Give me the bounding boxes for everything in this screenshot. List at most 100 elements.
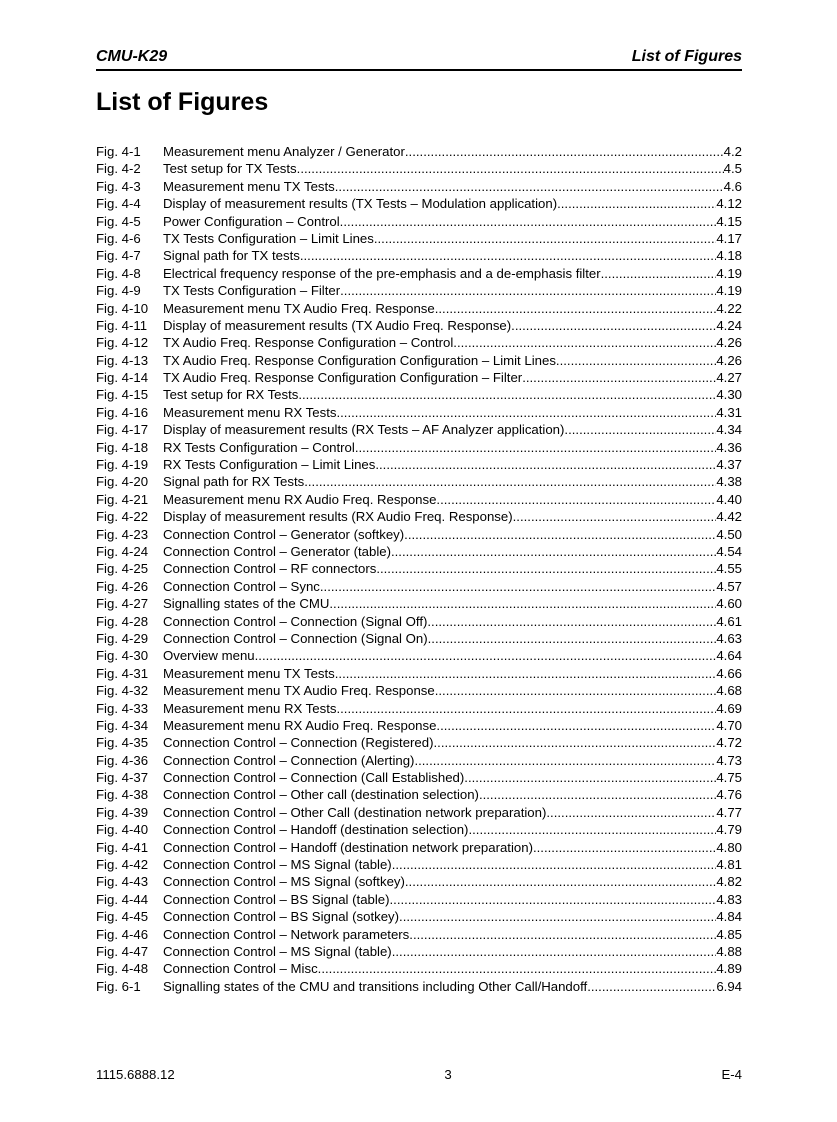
- figure-entry[interactable]: Fig. 4-24 Connection Control – Generator …: [96, 543, 742, 560]
- figure-number: Fig. 4-3: [96, 178, 141, 194]
- figure-number: Fig. 4-5: [96, 213, 141, 229]
- figure-entry[interactable]: Fig. 4-44 Connection Control – BS Signal …: [96, 891, 742, 908]
- figure-page: 4.60: [716, 596, 742, 612]
- figure-title: Connection Control – Generator (table): [163, 543, 391, 559]
- figure-page: 4.19: [716, 265, 742, 281]
- figure-entry[interactable]: Fig. 4-45 Connection Control – BS Signal …: [96, 908, 742, 925]
- figure-number: Fig. 4-18: [96, 439, 149, 455]
- figure-entry[interactable]: Fig. 4-7 Signal path for TX tests 4.18: [96, 247, 742, 264]
- figure-page: 4.66: [716, 665, 742, 681]
- figure-entry[interactable]: Fig. 4-46 Connection Control – Network pa…: [96, 926, 742, 943]
- figure-page: 6.94: [716, 978, 742, 994]
- figure-entry[interactable]: Fig. 4-4 Display of measurement results (…: [96, 195, 742, 212]
- figure-entry[interactable]: Fig. 6-1 Signalling states of the CMU and…: [96, 978, 742, 995]
- figure-entry[interactable]: Fig. 4-36 Connection Control – Connection…: [96, 752, 742, 769]
- figure-entry[interactable]: Fig. 4-20 Signal path for RX Tests 4.38: [96, 473, 742, 490]
- figure-entry[interactable]: Fig. 4-21 Measurement menu RX Audio Freq.…: [96, 491, 742, 508]
- figure-page: 4.82: [716, 874, 742, 890]
- figure-entry[interactable]: Fig. 4-14 TX Audio Freq. Response Configu…: [96, 369, 742, 386]
- figure-entry[interactable]: Fig. 4-25 Connection Control – RF connect…: [96, 560, 742, 577]
- figure-number: Fig. 4-37: [96, 770, 149, 786]
- dot-leader: [255, 647, 717, 664]
- figure-entry[interactable]: Fig. 4-12 TX Audio Freq. Response Configu…: [96, 334, 742, 351]
- figure-title: Measurement menu RX Tests: [163, 404, 337, 420]
- figure-entry[interactable]: Fig. 4-9 TX Tests Configuration – Filter 4…: [96, 282, 742, 299]
- figure-entry[interactable]: Fig. 4-5 Power Configuration – Control 4.1…: [96, 213, 742, 230]
- dot-leader: [392, 943, 717, 960]
- figure-title: Measurement menu RX Audio Freq. Response: [163, 717, 437, 733]
- figure-entry[interactable]: Fig. 4-43 Connection Control – MS Signal …: [96, 873, 742, 890]
- figure-entry[interactable]: Fig. 4-6 TX Tests Configuration – Limit L…: [96, 230, 742, 247]
- figure-entry[interactable]: Fig. 4-48 Connection Control – Misc 4.89: [96, 960, 742, 977]
- figure-entry[interactable]: Fig. 4-2 Test setup for TX Tests 4.5: [96, 160, 742, 177]
- figure-number: Fig. 4-29: [96, 630, 149, 646]
- figure-page: 4.76: [716, 787, 742, 803]
- figure-entry[interactable]: Fig. 4-34 Measurement menu RX Audio Freq.…: [96, 717, 742, 734]
- figure-entry[interactable]: Fig. 4-19 RX Tests Configuration – Limit …: [96, 456, 742, 473]
- figure-entry[interactable]: Fig. 4-29 Connection Control – Connection…: [96, 630, 742, 647]
- dot-leader: [336, 404, 716, 421]
- figure-title: Measurement menu RX Audio Freq. Response: [163, 491, 437, 507]
- figure-entry[interactable]: Fig. 4-33 Measurement menu RX Tests 4.69: [96, 700, 742, 717]
- figure-entry[interactable]: Fig. 4-17 Display of measurement results …: [96, 421, 742, 438]
- figure-entry[interactable]: Fig. 4-32 Measurement menu TX Audio Freq.…: [96, 682, 742, 699]
- figure-page: 4.77: [716, 804, 742, 820]
- figure-number: Fig. 4-39: [96, 804, 149, 820]
- figure-entry[interactable]: Fig. 4-28 Connection Control – Connection…: [96, 613, 742, 630]
- figure-title: Connection Control – BS Signal (table): [163, 891, 390, 907]
- figure-title: Test setup for RX Tests: [163, 387, 299, 403]
- figure-entry[interactable]: Fig. 4-10 Measurement menu TX Audio Freq.…: [96, 300, 742, 317]
- figure-page: 4.79: [716, 822, 742, 838]
- figure-entry[interactable]: Fig. 4-40 Connection Control – Handoff (d…: [96, 821, 742, 838]
- figure-number: Fig. 4-33: [96, 700, 149, 716]
- figure-entry[interactable]: Fig. 4-41 Connection Control – Handoff (d…: [96, 839, 742, 856]
- figure-number: Fig. 4-12: [96, 335, 149, 351]
- figure-title: Signal path for RX Tests: [163, 474, 305, 490]
- figure-entry[interactable]: Fig. 4-42 Connection Control – MS Signal …: [96, 856, 742, 873]
- figure-entry[interactable]: Fig. 4-11 Display of measurement results …: [96, 317, 742, 334]
- figure-entry[interactable]: Fig. 4-1 Measurement menu Analyzer / Gene…: [96, 143, 742, 160]
- dot-leader: [556, 352, 716, 369]
- figure-title: Connection Control – Misc: [163, 961, 318, 977]
- figure-entry[interactable]: Fig. 4-37 Connection Control – Connection…: [96, 769, 742, 786]
- figure-entry[interactable]: Fig. 4-8 Electrical frequency response of…: [96, 265, 742, 282]
- figure-title: Measurement menu RX Tests: [163, 700, 337, 716]
- figure-entry[interactable]: Fig. 4-22 Display of measurement results …: [96, 508, 742, 525]
- figure-entry[interactable]: Fig. 4-16 Measurement menu RX Tests 4.31: [96, 404, 742, 421]
- dot-leader: [318, 960, 717, 977]
- figure-title: Display of measurement results (TX Tests…: [163, 196, 558, 212]
- figure-title: Connection Control – Generator (softkey): [163, 526, 405, 542]
- figure-entry[interactable]: Fig. 4-23 Connection Control – Generator …: [96, 526, 742, 543]
- figure-number: Fig. 4-16: [96, 404, 149, 420]
- figure-entry[interactable]: Fig. 4-18 RX Tests Configuration – Contro…: [96, 439, 742, 456]
- figure-number: Fig. 4-27: [96, 596, 149, 612]
- figure-number: Fig. 4-44: [96, 891, 149, 907]
- figure-entry[interactable]: Fig. 4-26 Connection Control – Sync. 4.57: [96, 578, 742, 595]
- figure-entry[interactable]: Fig. 4-3 Measurement menu TX Tests 4.6: [96, 178, 742, 195]
- figure-title: Connection Control – BS Signal (sotkey): [163, 909, 400, 925]
- figure-title: TX Audio Freq. Response Configuration Co…: [163, 352, 556, 368]
- figure-number: Fig. 4-8: [96, 265, 141, 281]
- figure-entry[interactable]: Fig. 4-13 TX Audio Freq. Response Configu…: [96, 352, 742, 369]
- dot-leader: [399, 908, 716, 925]
- figure-entry[interactable]: Fig. 4-35 Connection Control – Connection…: [96, 734, 742, 751]
- footer-edition: E-4: [721, 1067, 742, 1082]
- figure-page: 4.88: [716, 943, 742, 959]
- figure-entry[interactable]: Fig. 4-31 Measurement menu TX Tests 4.66: [96, 665, 742, 682]
- figure-title: Connection Control – Connection (Alertin…: [163, 752, 415, 768]
- page-title: List of Figures: [96, 88, 269, 116]
- figure-entry[interactable]: Fig. 4-39 Connection Control – Other Call…: [96, 804, 742, 821]
- figure-entry[interactable]: Fig. 4-30 Overview menu 4.64: [96, 647, 742, 664]
- figure-entry[interactable]: Fig. 4-47 Connection Control – MS Signal …: [96, 943, 742, 960]
- figure-title: Signalling states of the CMU: [163, 596, 330, 612]
- figure-page: 4.63: [716, 630, 742, 646]
- figure-title: Connection Control – MS Signal (softkey): [163, 874, 405, 890]
- figure-title: TX Audio Freq. Response Configuration – …: [163, 335, 454, 351]
- figure-entry[interactable]: Fig. 4-27 Signalling states of the CMU 4.6…: [96, 595, 742, 612]
- figure-entry[interactable]: Fig. 4-15 Test setup for RX Tests 4.30: [96, 386, 742, 403]
- dot-leader: [427, 613, 716, 630]
- figure-title: Electrical frequency response of the pre…: [163, 265, 601, 281]
- figure-number: Fig. 6-1: [96, 978, 141, 994]
- figure-entry[interactable]: Fig. 4-38 Connection Control – Other call…: [96, 786, 742, 803]
- figure-page: 4.85: [716, 926, 742, 942]
